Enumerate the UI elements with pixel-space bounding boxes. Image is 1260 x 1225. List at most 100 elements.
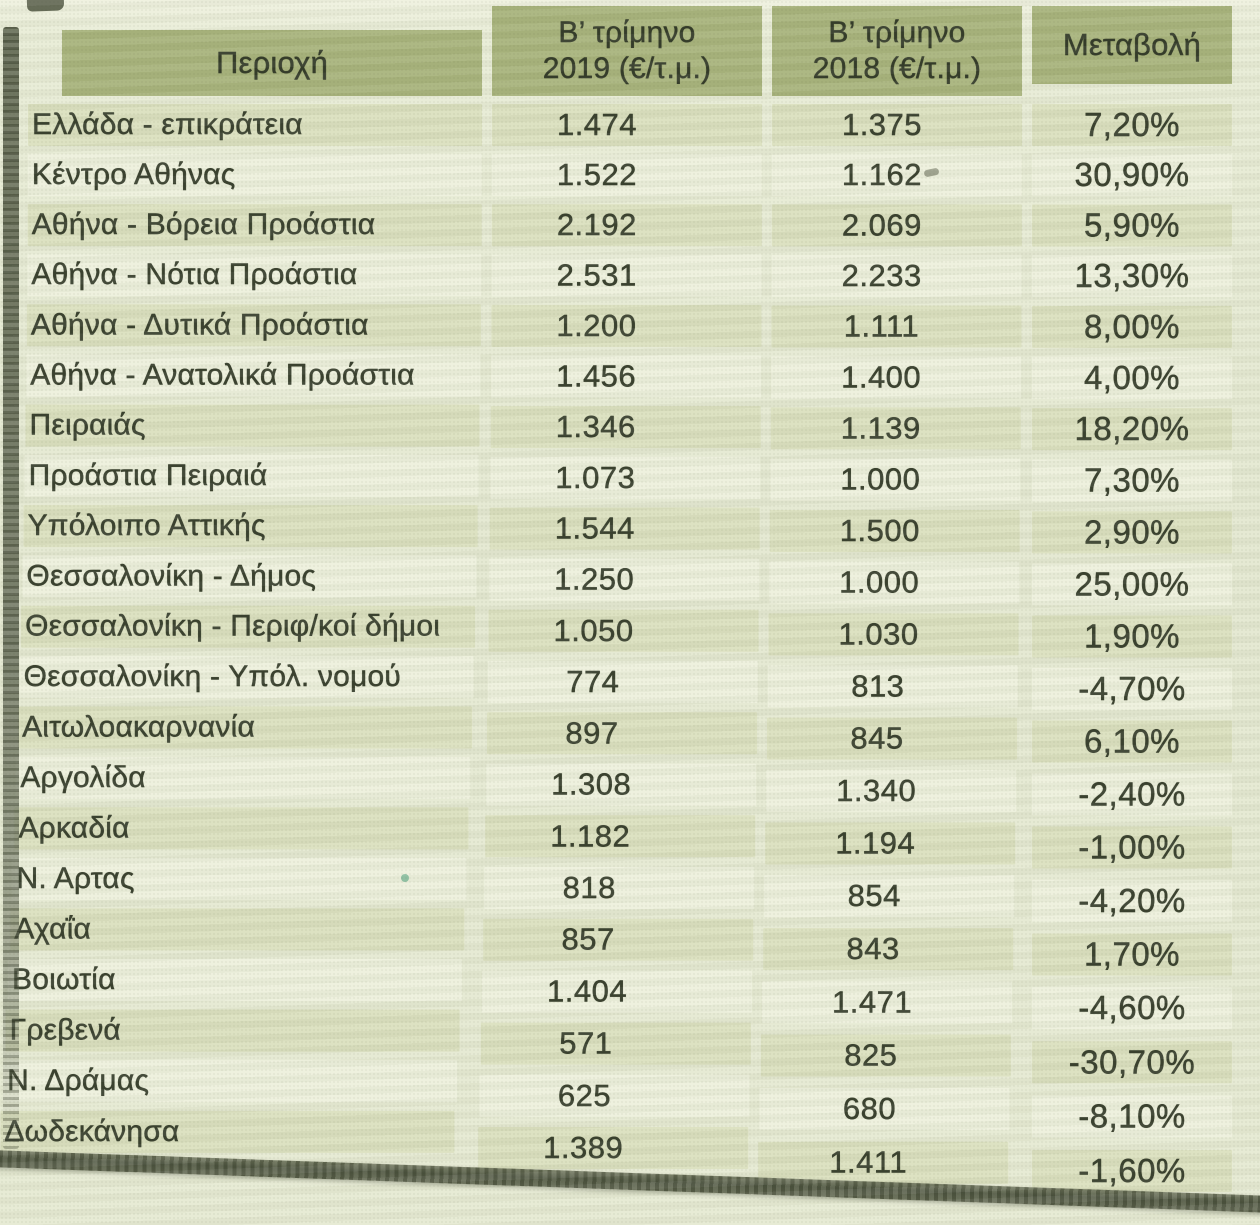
q2-2019-cell: 1.182 <box>485 815 756 858</box>
q2-2019-cell: 1.522 <box>491 154 762 197</box>
region-cell: Αχαΐα <box>10 908 465 951</box>
table-row: Δωδεκάνησα 1.389 1.411 -1,60% <box>0 1104 1232 1192</box>
table-row: Αρκαδία 1.182 1.194 -1,00% <box>14 804 1232 869</box>
column-header-q2-2019: Β’ τρίμηνο 2019 (€/τ.μ.) <box>492 6 762 96</box>
q2-2019-cell: 1.474 <box>492 104 762 146</box>
table-row: Προάστια Πειραιά 1.073 1.000 7,30% <box>24 454 1232 502</box>
scan-speck <box>401 874 409 882</box>
q2-2019-cell: 2.531 <box>491 254 762 297</box>
column-header-region-label: Περιοχή <box>215 45 329 80</box>
q2-2019-cell: 625 <box>479 1074 750 1117</box>
region-cell: Γρεβενά <box>5 1009 460 1052</box>
q2-2018-cell: 2.233 <box>771 254 1022 297</box>
table-row: Γρεβενά 571 825 -30,70% <box>5 1004 1232 1084</box>
table-row: Αργολίδα 1.308 1.340 -2,40% <box>16 754 1232 816</box>
table-row: Θεσσαλονίκη - Περιφ/κοί δήμοι 1.050 1.03… <box>21 604 1232 658</box>
q2-2019-cell: 1.404 <box>482 970 753 1013</box>
price-table: Περιοχή Β’ τρίμηνο 2019 (€/τ.μ.) Β’ τρίμ… <box>0 6 1232 1192</box>
change-cell: 5,90% <box>1032 204 1232 247</box>
q2-2018-cell: 1.375 <box>772 104 1022 146</box>
change-cell: 2,90% <box>1032 511 1232 554</box>
q2-2018-cell: 1.411 <box>758 1141 1009 1184</box>
change-cell: 8,00% <box>1032 305 1232 348</box>
region-cell: Δωδεκάνησα <box>0 1110 455 1153</box>
table-header-row: Περιοχή Β’ τρίμηνο 2019 (€/τ.μ.) Β’ τρίμ… <box>28 6 1232 104</box>
change-cell: -8,10% <box>1032 1095 1232 1138</box>
change-cell: -2,40% <box>1032 773 1232 816</box>
q2-2018-cell: 2.069 <box>771 204 1022 247</box>
q2-2018-cell: 854 <box>764 875 1015 918</box>
q2-2018-cell: 1.162 <box>771 154 1022 197</box>
change-cell: -4,70% <box>1032 667 1232 710</box>
region-cell: Αρκαδία <box>14 807 469 850</box>
q2-2018-cell: 1.471 <box>762 981 1013 1024</box>
q2-2018-cell: 1.111 <box>771 305 1022 348</box>
region-cell: Αργολίδα <box>16 756 471 799</box>
q2-2019-cell: 1.389 <box>478 1127 749 1169</box>
q2-2019-cell: 1.200 <box>491 304 762 347</box>
q2-2019-cell: 857 <box>483 918 754 961</box>
table-row: Αθήνα - Νότια Προάστια 2.531 2.233 13,30… <box>27 254 1232 298</box>
change-cell: 7,20% <box>1032 104 1232 146</box>
q2-2018-cell: 825 <box>760 1034 1011 1077</box>
region-cell: Αθήνα - Δυτικά Προάστια <box>26 304 481 347</box>
change-cell: 1,90% <box>1032 615 1232 658</box>
q2-2018-cell: 1.400 <box>771 356 1022 399</box>
change-cell: -4,20% <box>1032 879 1232 922</box>
q2-2019-cell: 571 <box>480 1022 751 1065</box>
region-cell: Αθήνα - Ανατολικά Προάστια <box>26 354 481 397</box>
change-cell: -4,60% <box>1032 987 1232 1030</box>
q2-2018-cell: 1.139 <box>770 407 1021 450</box>
q2-2018-cell: 1.500 <box>769 510 1020 553</box>
change-cell: -30,70% <box>1032 1041 1232 1084</box>
table-row: Ν. Δράμας 625 680 -8,10% <box>3 1054 1232 1138</box>
q2-2018-cell: 1.030 <box>768 613 1019 656</box>
change-cell: 13,30% <box>1032 255 1232 298</box>
change-cell: 1,70% <box>1032 933 1232 976</box>
region-cell: Προάστια Πειραιά <box>24 454 479 497</box>
region-cell: Θεσσαλονίκη - Περιφ/κοί δήμοι <box>21 605 476 648</box>
table-row: Θεσσαλονίκη - Δήμος 1.250 1.000 25,00% <box>22 554 1232 606</box>
change-cell: 30,90% <box>1032 154 1232 197</box>
q2-2018-cell: 680 <box>759 1088 1010 1131</box>
region-cell: Πειραιάς <box>25 404 480 447</box>
q2-2018-cell: 845 <box>767 717 1018 760</box>
change-cell: 6,10% <box>1032 720 1232 763</box>
q2-2019-cell: 897 <box>487 712 758 755</box>
scan-corner-mark <box>26 0 65 12</box>
region-cell: Βοιωτία <box>8 958 463 1001</box>
table-row: Βοιωτία 1.404 1.471 -4,60% <box>8 954 1232 1030</box>
table-row: Αθήνα - Ανατολικά Προάστια 1.456 1.400 4… <box>26 354 1232 399</box>
table-row: Αθήνα - Δυτικά Προάστια 1.200 1.111 8,00… <box>26 304 1232 348</box>
table-body: Ελλάδα - επικράτεια 1.474 1.375 7,20% Κέ… <box>0 104 1232 1192</box>
q2-2019-cell: 1.346 <box>490 406 761 449</box>
change-cell: -1,00% <box>1032 826 1232 869</box>
region-cell: Ελλάδα - επικράτεια <box>28 104 482 146</box>
scan-edge-strip <box>3 27 19 1149</box>
q2-2019-cell: 1.456 <box>491 355 762 398</box>
table-row: Υπόλοιπο Αττικής 1.544 1.500 2,90% <box>23 504 1232 554</box>
q2-2019-cell: 1.250 <box>489 558 760 601</box>
q2-2018-cell: 843 <box>763 928 1014 971</box>
change-cell: 25,00% <box>1032 563 1232 606</box>
q2-2018-cell: 1.340 <box>766 769 1017 812</box>
q2-2019-cell: 1.050 <box>488 609 759 652</box>
q2-2019-cell: 1.544 <box>489 507 760 550</box>
column-header-change: Μεταβολή <box>1032 6 1232 84</box>
region-cell: Αθήνα - Νότια Προάστια <box>27 254 482 297</box>
column-header-q2-2018: Β’ τρίμηνο 2018 (€/τ.μ.) <box>772 6 1022 96</box>
change-cell: -1,60% <box>1032 1150 1232 1192</box>
q2-2018-line2: 2018 (€/τ.μ.) <box>812 52 982 85</box>
q2-2018-cell: 1.000 <box>770 458 1021 501</box>
region-cell: Ν. Αρτας <box>12 857 467 900</box>
table-row: Κέντρο Αθήνας 1.522 1.162 30,90% <box>27 154 1232 197</box>
region-cell: Ν. Δράμας <box>3 1060 458 1103</box>
q2-2019-cell: 2.192 <box>491 204 762 247</box>
region-cell: Θεσσαλονίκη - Δήμος <box>22 555 477 598</box>
column-header-change-label: Μεταβολή <box>1062 27 1202 62</box>
q2-2019-line2: 2019 (€/τ.μ.) <box>542 52 712 85</box>
region-cell: Αιτωλοακαρνανία <box>18 706 473 749</box>
table-row: Θεσσαλονίκη - Υπόλ. νομού 774 813 -4,70% <box>19 654 1232 710</box>
table-row: Αχαΐα 857 843 1,70% <box>10 904 1232 976</box>
